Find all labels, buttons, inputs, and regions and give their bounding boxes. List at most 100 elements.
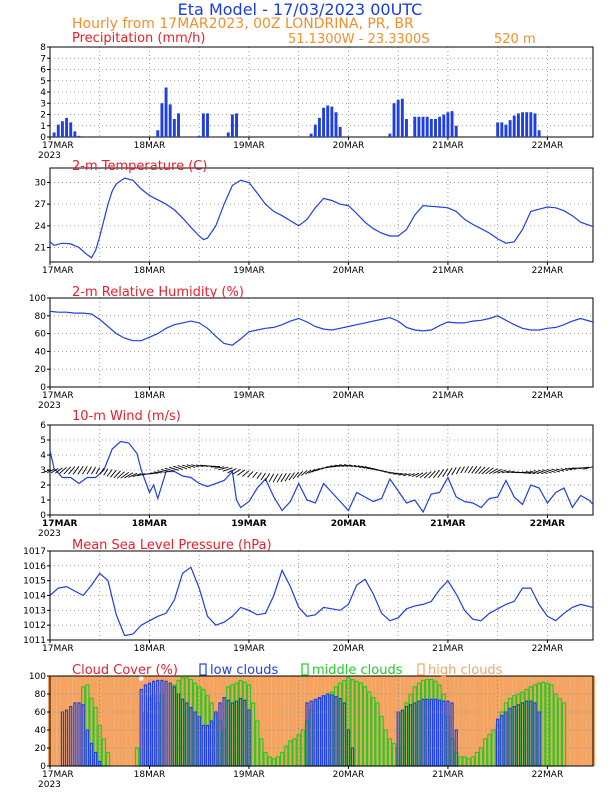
precip-bar — [230, 114, 234, 137]
cloud-bar-high — [528, 676, 533, 766]
cloud-bar-high — [251, 676, 256, 766]
panel-5: 1011 1012 1013 1014 1015 1016 1017 17MAR 18MAR 19… — [23, 538, 594, 654]
plot-frame — [49, 550, 594, 641]
y-tick-label: 30 — [35, 178, 47, 188]
wind-arrow — [583, 466, 594, 470]
wind-arrow — [467, 466, 474, 474]
panel-title: 2-m Temperature (C) — [72, 159, 207, 174]
cloud-bar-high — [549, 676, 554, 766]
wind-arrow — [50, 468, 59, 474]
wind-vectors — [43, 464, 594, 483]
plot-frame — [49, 297, 594, 388]
wind-arrow — [95, 467, 101, 475]
precip-bar — [417, 116, 421, 137]
wind-arrow — [485, 467, 494, 475]
wind-arrow — [292, 471, 300, 480]
wind-arrow — [280, 473, 287, 483]
precip-bar — [516, 113, 520, 138]
wind-arrow — [72, 466, 80, 475]
cloud-bar-high — [72, 676, 77, 766]
wind-arrow — [361, 465, 370, 470]
cloud-bar-high — [338, 676, 343, 766]
precip-bar — [52, 132, 56, 137]
cloud-bar-high — [267, 676, 272, 766]
cloud-bar-high — [101, 676, 106, 766]
x-day-label: 18MAR — [134, 266, 166, 276]
y-tick-label: 6 — [40, 66, 46, 76]
wind-arrow — [124, 472, 134, 479]
panel-6: 0 20 40 60 80 100 17MAR 18MAR 19MAR 20MAR 21MAR 22M… — [29, 663, 596, 790]
cloud-bar-high — [458, 676, 463, 766]
cloud-bar-high — [371, 676, 376, 766]
wind-arrow — [478, 466, 486, 475]
wind-arrow — [343, 464, 353, 468]
precip-bar — [65, 117, 69, 138]
legend-label: low clouds — [210, 663, 279, 678]
cloud-bar-high — [172, 676, 177, 766]
x-day-label: 17MAR — [42, 391, 74, 401]
wind-arrow — [43, 469, 51, 473]
cloud-bar-high — [454, 676, 459, 766]
cloud-bar-high — [566, 676, 571, 766]
panel-4: 0 1 2 3 4 5 6 17MAR 18MAR 19MAR 20MAR 21MAR 22MAR 202… — [38, 409, 594, 539]
y-tick-label: 0 — [40, 383, 46, 393]
precip-bar — [172, 119, 176, 137]
series-line — [49, 177, 594, 259]
wind-arrow — [47, 468, 55, 474]
x-day-label: 19MAR — [233, 770, 265, 780]
cloud-bar-high — [520, 676, 525, 766]
precip-bar — [504, 124, 508, 138]
y-tick-label: 1011 — [23, 636, 46, 646]
precip-bar — [425, 116, 429, 137]
series-line — [49, 440, 594, 514]
cloud-bar-high — [259, 676, 264, 766]
wind-arrow — [408, 473, 415, 477]
precip-bar — [521, 112, 524, 137]
precip-bar — [400, 98, 404, 137]
precip-bar — [330, 106, 334, 138]
precip-bar — [156, 130, 160, 137]
y-tick-label: 80 — [35, 312, 47, 322]
cloud-bar-high — [238, 676, 243, 766]
precip-bar — [322, 107, 326, 137]
cloud-bar-high — [524, 676, 529, 766]
y-tick-label: 5 — [40, 77, 46, 87]
cloud-bar-high — [81, 676, 86, 766]
x-day-label: 20MAR — [333, 644, 365, 654]
wind-arrow — [157, 470, 167, 473]
cloud-bar-high — [193, 676, 198, 766]
cloud-bar-high — [375, 676, 380, 766]
cloud-bar-high — [118, 676, 123, 766]
cloud-bar-high — [437, 676, 442, 766]
cloud-bar-high — [284, 676, 289, 766]
x-day-label: 19MAR — [233, 391, 265, 401]
wind-arrow — [252, 471, 258, 478]
cloud-bar-high — [271, 676, 276, 766]
wind-arrow — [164, 467, 175, 472]
wind-arrow — [103, 468, 109, 476]
cloud-bar-high — [242, 676, 247, 766]
wind-arrow — [195, 464, 204, 468]
panel-title: 10-m Wind (m/s) — [72, 409, 181, 424]
wind-arrow — [210, 466, 220, 468]
cloud-bar-high — [508, 676, 513, 766]
grid — [50, 298, 593, 387]
y-tick-label: 2 — [40, 481, 46, 491]
legend-swatch — [301, 663, 309, 676]
x-day-label: 21MAR — [432, 644, 464, 654]
cloud-bar-high — [163, 676, 169, 766]
cloud-bar-high — [466, 676, 471, 766]
cloud-bar-high — [441, 676, 446, 766]
wind-arrow — [242, 470, 250, 477]
wind-arrow — [493, 468, 502, 474]
cloud-bar-high — [379, 676, 384, 766]
cloud-bar-high — [317, 676, 322, 766]
panel-title: 2-m Relative Humidity (%) — [72, 285, 244, 300]
grid — [50, 551, 593, 640]
cloud-bar-high — [367, 676, 372, 766]
y-tick-label: 100 — [29, 672, 46, 682]
cloud-bar-high — [309, 676, 314, 766]
series-precipitation — [52, 87, 541, 138]
